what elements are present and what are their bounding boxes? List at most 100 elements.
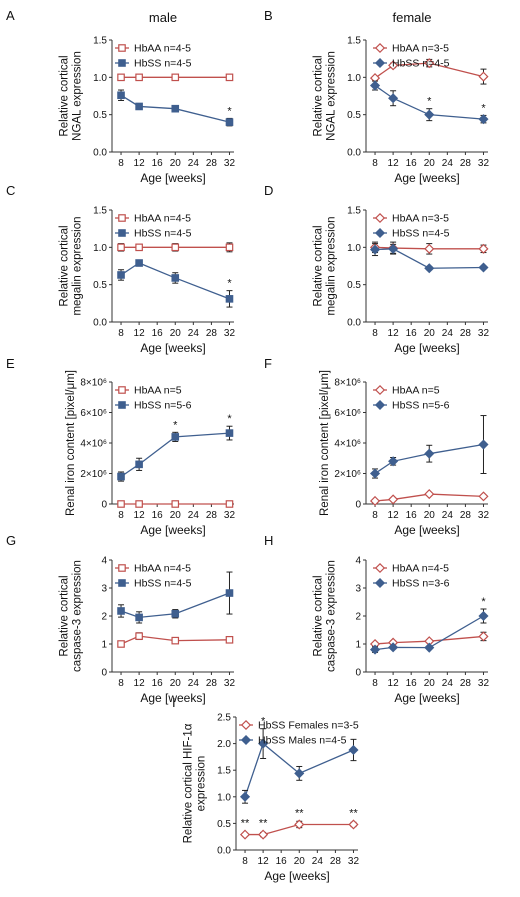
significance-marker: * bbox=[173, 419, 178, 431]
y-tick-label: 8×10⁶ bbox=[334, 378, 361, 389]
x-tick-label: 12 bbox=[388, 158, 400, 169]
data-point bbox=[369, 495, 381, 506]
y-axis-label: Relative cortical bbox=[59, 575, 71, 656]
x-tick-label: 28 bbox=[206, 678, 218, 689]
legend-label: HbAA n=5 bbox=[392, 385, 440, 397]
x-tick-label: 8 bbox=[118, 158, 124, 169]
x-tick-label: 20 bbox=[170, 510, 182, 521]
x-tick-label: 16 bbox=[152, 328, 164, 339]
y-axis-label: NGAL expression bbox=[72, 51, 84, 141]
y-tick-label: 1.0 bbox=[347, 73, 361, 84]
y-axis-label: Relative cortical bbox=[59, 55, 71, 136]
legend-marker bbox=[118, 564, 126, 572]
x-tick-label: 28 bbox=[460, 510, 472, 521]
legend-marker bbox=[374, 562, 386, 574]
data-point bbox=[117, 271, 125, 279]
y-tick-label: 1 bbox=[101, 640, 107, 651]
y-axis-label: Renal iron content [pixel/μm] bbox=[65, 370, 77, 516]
x-tick-label: 12 bbox=[388, 678, 400, 689]
data-point bbox=[424, 58, 435, 69]
chart-panel-f: F 0 2×10⁶ 4×10⁶ 6×10⁶ 8×10⁶ 8 12 16 20 24 28 32 Age [… bbox=[264, 356, 489, 537]
x-tick-label: 16 bbox=[406, 510, 418, 521]
y-tick-label: 2.5 bbox=[217, 713, 231, 724]
data-point bbox=[117, 607, 125, 615]
data-point bbox=[388, 642, 399, 653]
legend-marker bbox=[118, 214, 126, 222]
legend-label: HbAA n=4-5 bbox=[134, 213, 191, 225]
significance-marker: * bbox=[481, 596, 486, 608]
data-point bbox=[117, 472, 125, 481]
data-point bbox=[424, 489, 435, 500]
y-tick-label: 0.0 bbox=[347, 318, 361, 329]
legend-label: HbSS n=4-5 bbox=[392, 58, 450, 70]
data-point bbox=[171, 609, 180, 618]
x-tick-label: 20 bbox=[170, 158, 182, 169]
legend-marker bbox=[240, 719, 252, 731]
x-tick-label: 32 bbox=[478, 678, 490, 689]
legend-label: HbAA n=4-5 bbox=[134, 43, 191, 55]
data-point bbox=[225, 243, 234, 252]
data-point bbox=[171, 636, 180, 645]
panel-letter: D bbox=[264, 183, 273, 198]
y-tick-label: 0.5 bbox=[217, 819, 231, 830]
y-axis-label: megalin expression bbox=[326, 216, 338, 315]
significance-marker: * bbox=[227, 413, 232, 425]
panel-letter: I bbox=[172, 695, 176, 710]
panel-letter: B bbox=[264, 8, 273, 23]
panel-letter: G bbox=[6, 533, 16, 548]
legend-label: HbSS n=4-5 bbox=[134, 578, 192, 590]
legend-label: HbSS Females n=3-5 bbox=[258, 720, 359, 732]
x-tick-label: 28 bbox=[460, 158, 472, 169]
chart-panel-e: E 0 2×10⁶ 4×10⁶ 6×10⁶ 8×10⁶ 8 12 16 20 24 28 32 Age [… bbox=[6, 356, 235, 537]
data-point bbox=[388, 494, 399, 505]
chart-panel-b: B 0.0 0.5 1.0 1.5 8 12 16 20 24 28 32 Age [weeks] Rel… bbox=[264, 8, 489, 185]
y-tick-label: 1.0 bbox=[93, 73, 107, 84]
x-tick-label: 28 bbox=[206, 328, 218, 339]
series-line-1 bbox=[374, 443, 484, 475]
data-point bbox=[225, 429, 234, 437]
data-point bbox=[117, 243, 125, 252]
x-tick-label: 8 bbox=[372, 678, 378, 689]
x-tick-label: 12 bbox=[134, 328, 146, 339]
x-tick-label: 8 bbox=[118, 678, 124, 689]
y-tick-label: 1.0 bbox=[347, 243, 361, 254]
data-point bbox=[294, 768, 305, 779]
data-point bbox=[225, 295, 234, 303]
x-tick-label: 24 bbox=[188, 510, 200, 521]
y-axis-label: caspase-3 expression bbox=[72, 560, 84, 672]
legend-label: HbSS n=4-5 bbox=[134, 58, 192, 70]
legend-label: HbAA n=5 bbox=[134, 385, 182, 397]
significance-marker: * bbox=[427, 96, 432, 108]
legend-marker bbox=[118, 59, 126, 67]
y-tick-label: 0.0 bbox=[347, 148, 361, 159]
significance-marker: * bbox=[227, 105, 232, 117]
x-tick-label: 16 bbox=[152, 510, 164, 521]
y-tick-label: 1.5 bbox=[93, 36, 107, 47]
data-point bbox=[424, 448, 435, 459]
x-tick-label: 12 bbox=[388, 510, 400, 521]
series-line-1 bbox=[374, 615, 484, 651]
series-line-0 bbox=[375, 246, 484, 250]
significance-marker: ** bbox=[241, 818, 250, 830]
data-point bbox=[171, 73, 180, 82]
y-tick-label: 1 bbox=[355, 640, 361, 651]
x-axis-label: Age [weeks] bbox=[394, 171, 459, 185]
y-tick-label: 2 bbox=[101, 612, 107, 623]
data-point bbox=[135, 500, 143, 508]
x-tick-label: 12 bbox=[258, 856, 270, 867]
data-point bbox=[424, 642, 435, 653]
legend-label: HbSS n=5-6 bbox=[392, 400, 450, 412]
y-axis-label: Relative cortical bbox=[313, 55, 325, 136]
x-tick-label: 8 bbox=[242, 856, 248, 867]
data-point bbox=[388, 243, 399, 254]
x-tick-label: 24 bbox=[442, 510, 454, 521]
x-tick-label: 12 bbox=[134, 510, 146, 521]
data-point bbox=[171, 274, 180, 282]
x-tick-label: 32 bbox=[478, 510, 490, 521]
y-tick-label: 0 bbox=[355, 500, 361, 511]
data-point bbox=[258, 829, 269, 840]
data-point bbox=[135, 460, 143, 469]
panel-letter: E bbox=[6, 356, 15, 371]
data-point bbox=[424, 243, 435, 254]
